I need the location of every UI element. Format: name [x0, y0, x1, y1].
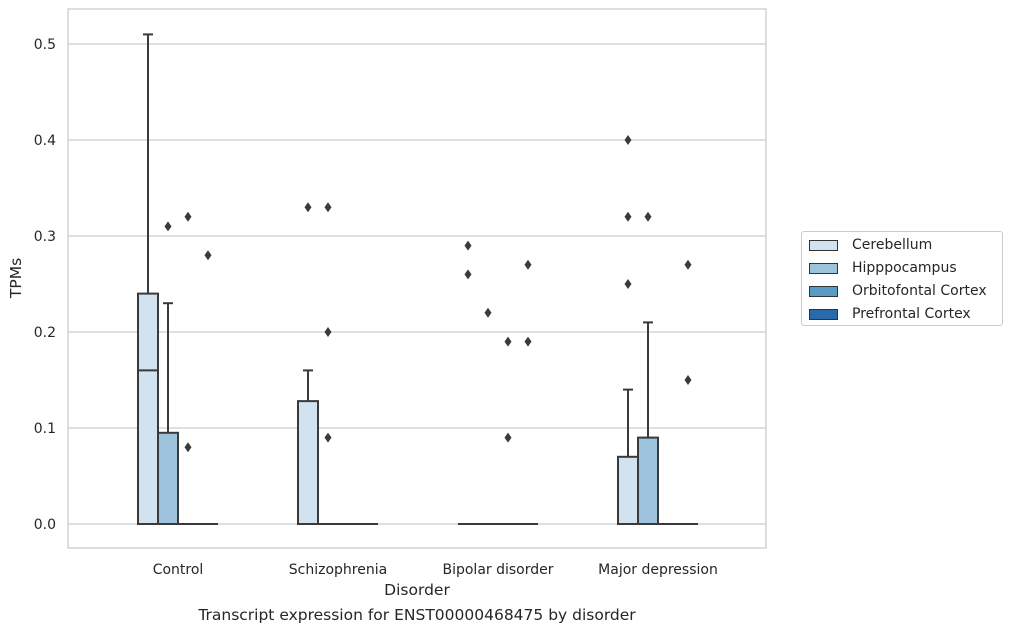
box-cerebellum [137, 33, 159, 525]
outlier-point [184, 211, 192, 222]
box-orbitofontal-cortex [498, 336, 518, 525]
outlier-point [624, 211, 632, 222]
box-prefrontal-cortex [198, 250, 218, 525]
legend-swatch-hippocampus [809, 262, 838, 274]
legend-label: Hipppocampus [852, 260, 957, 276]
legend-swatch-cerebellum [809, 239, 838, 251]
box-cerebellum [297, 202, 319, 525]
y-tick-label: 0.5 [34, 37, 56, 53]
legend-swatch-orbitofrontal-cortex [809, 285, 838, 297]
plot-frame [67, 8, 767, 549]
box-body [297, 400, 319, 525]
outlier-point [164, 221, 172, 232]
y-tick-label: 0.0 [34, 517, 56, 533]
x-tick-label: Bipolar disorder [442, 562, 553, 578]
x-tick-label: Schizophrenia [289, 562, 387, 578]
box-hipppocampus [637, 211, 659, 526]
outlier-point [504, 336, 512, 347]
outlier-point [504, 432, 512, 443]
legend-label: Orbitofontal Cortex [852, 283, 987, 299]
box-body [157, 431, 179, 525]
outlier-point [644, 211, 652, 222]
y-tick-label: 0.2 [34, 325, 56, 341]
box-cerebellum [458, 240, 478, 525]
outlier-point [684, 375, 692, 385]
box-body [617, 455, 639, 525]
outlier-point [624, 279, 632, 289]
outlier-point [684, 259, 692, 270]
box-hipppocampus [478, 307, 498, 525]
box-prefrontal-cortex [678, 259, 698, 525]
legend-label: Cerebellum [852, 237, 933, 253]
y-axis-label: TPMs [7, 258, 25, 299]
box-hipppocampus [318, 202, 338, 525]
box-body [137, 292, 159, 525]
outlier-point [524, 259, 532, 270]
y-tick-label: 0.4 [34, 133, 56, 149]
outlier-point [184, 442, 192, 453]
legend-swatch-prefrontal-cortex [809, 308, 838, 320]
box-hipppocampus [157, 221, 179, 525]
outlier-point [304, 202, 312, 213]
outlier-point [484, 307, 492, 318]
box-series [137, 33, 698, 526]
outlier-point [624, 135, 632, 145]
x-axis-label: Disorder [384, 581, 450, 599]
legend: Cerebellum Hipppocampus Orbitofontal Cor… [801, 231, 1003, 326]
y-tick-label: 0.3 [34, 229, 56, 245]
outlier-point [324, 327, 332, 337]
outlier-point [524, 336, 532, 347]
outlier-point [324, 202, 332, 213]
box-orbitofontal-cortex [178, 211, 198, 525]
figure-caption: Transcript expression for ENST0000046847… [198, 606, 636, 624]
legend-item-hippocampus: Hipppocampus [809, 259, 957, 277]
legend-label: Prefrontal Cortex [852, 306, 971, 322]
legend-item-prefrontal-cortex: Prefrontal Cortex [809, 305, 971, 323]
x-tick-label: Major depression [598, 562, 718, 578]
x-tick-label: Control [153, 562, 204, 578]
y-tick-label: 0.1 [34, 421, 56, 437]
outlier-point [464, 240, 472, 251]
legend-item-cerebellum: Cerebellum [809, 236, 932, 254]
box-body [637, 436, 659, 526]
outlier-point [464, 269, 472, 280]
outlier-point [324, 432, 332, 443]
outlier-point [204, 250, 212, 261]
box-prefrontal-cortex [518, 259, 538, 525]
axis-ticks: 0.0 0.1 0.2 0.3 0.4 0.5 Control Schizophrenia Bi… [34, 37, 718, 578]
box-cerebellum [617, 135, 639, 525]
legend-item-orbitofrontal-cortex: Orbitofontal Cortex [809, 282, 987, 300]
